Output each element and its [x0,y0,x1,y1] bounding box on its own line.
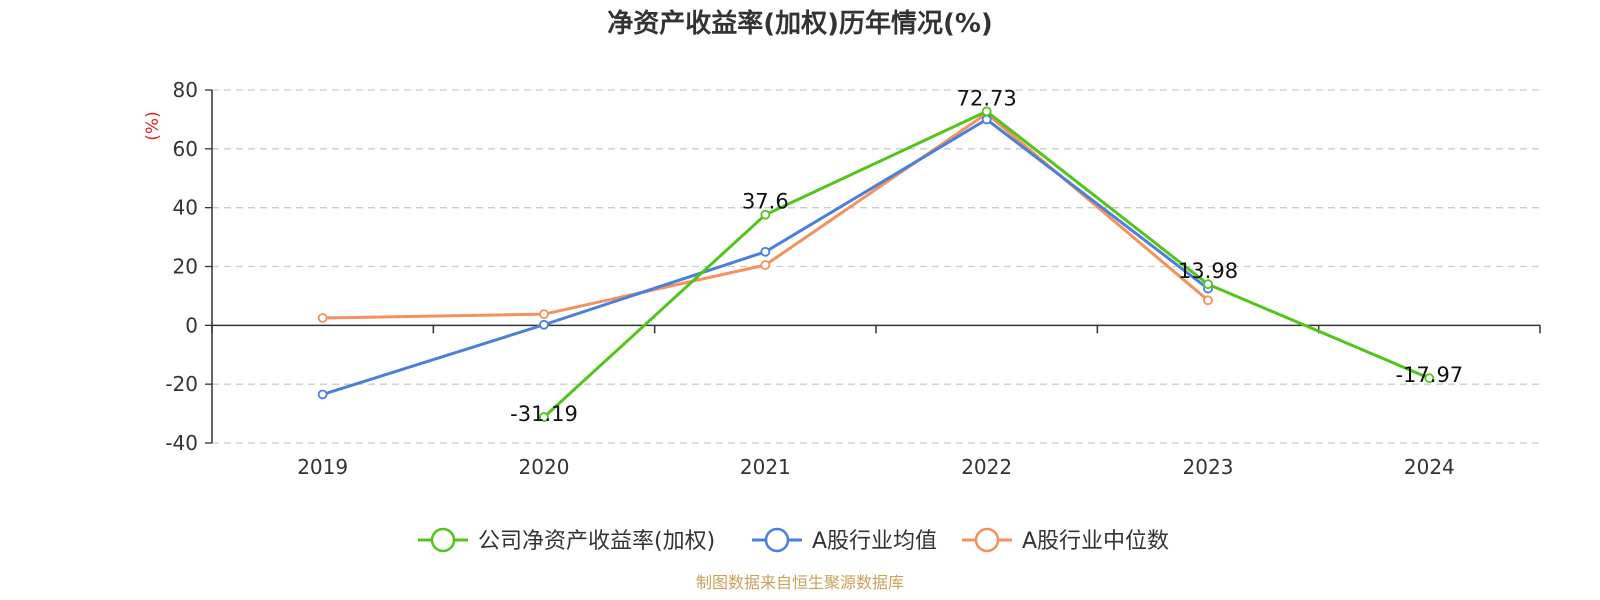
data-point [1203,295,1213,306]
x-tick-label: 2019 [297,455,348,479]
source-note: 制图数据来自恒生聚源数据库 [696,573,904,592]
data-point [760,209,771,220]
legend[interactable]: 公司净资产收益率(加权) A股行业均值 A股行业中位数 [418,527,1169,554]
series-1 [317,114,1213,400]
y-tick-label: 60 [173,137,198,161]
chart-title: 净资产收益率(加权)历年情况(%) [607,8,993,39]
series-line [322,117,1209,396]
data-label: -17.97 [1395,363,1463,387]
y-tick-label: 80 [173,78,198,102]
y-tick-label: 40 [173,196,198,220]
legend-label: A股行业均值 [812,529,937,554]
series-line [542,109,1430,419]
data-label: 72.73 [957,86,1017,110]
y-tick-labels: 80 60 40 20 0 -20 -40 [165,78,198,455]
legend-item[interactable]: A股行业中位数 [962,527,1169,554]
data-point [760,260,771,270]
x-tick-label: 2020 [519,455,570,479]
data-label: 13.98 [1178,259,1238,283]
series-0 [539,106,1435,422]
data-point [539,309,549,320]
data-label: -31.19 [510,402,578,426]
data-point [539,319,549,330]
legend-marker-icon [764,527,790,553]
y-tick-label: -40 [165,431,198,455]
legend-item[interactable]: 公司净资产收益率(加权) [418,527,715,554]
data-labels: -31.19 37.6 72.73 13.98 -17.97 [510,86,1463,426]
x-tick-label: 2023 [1183,455,1234,479]
y-axis-unit-label: (%) [143,111,163,140]
legend-marker-icon [974,527,1000,553]
legend-marker-icon [430,527,456,553]
data-point [981,106,992,117]
data-point [317,389,328,400]
y-tick-label: -20 [165,372,198,396]
x-tick-label: 2024 [1404,455,1455,479]
gridlines [212,89,1540,444]
x-tick-labels: 2019 2020 2021 2022 2023 2024 [297,455,1455,479]
legend-item[interactable]: A股行业均值 [752,527,937,554]
data-point [981,114,992,125]
x-tick-label: 2021 [740,455,791,479]
legend-label: 公司净资产收益率(加权) [478,529,715,554]
x-tick-label: 2022 [961,455,1012,479]
data-point [317,313,328,323]
data-point [760,246,771,257]
data-point [539,412,549,422]
data-label: 37.6 [742,190,789,214]
data-point [1203,279,1213,290]
y-tick-label: 0 [185,313,198,337]
data-point [1424,373,1435,384]
axes [205,89,1541,444]
series-layer [317,106,1435,422]
y-tick-label: 20 [173,255,198,279]
legend-label: A股行业中位数 [1022,529,1169,554]
